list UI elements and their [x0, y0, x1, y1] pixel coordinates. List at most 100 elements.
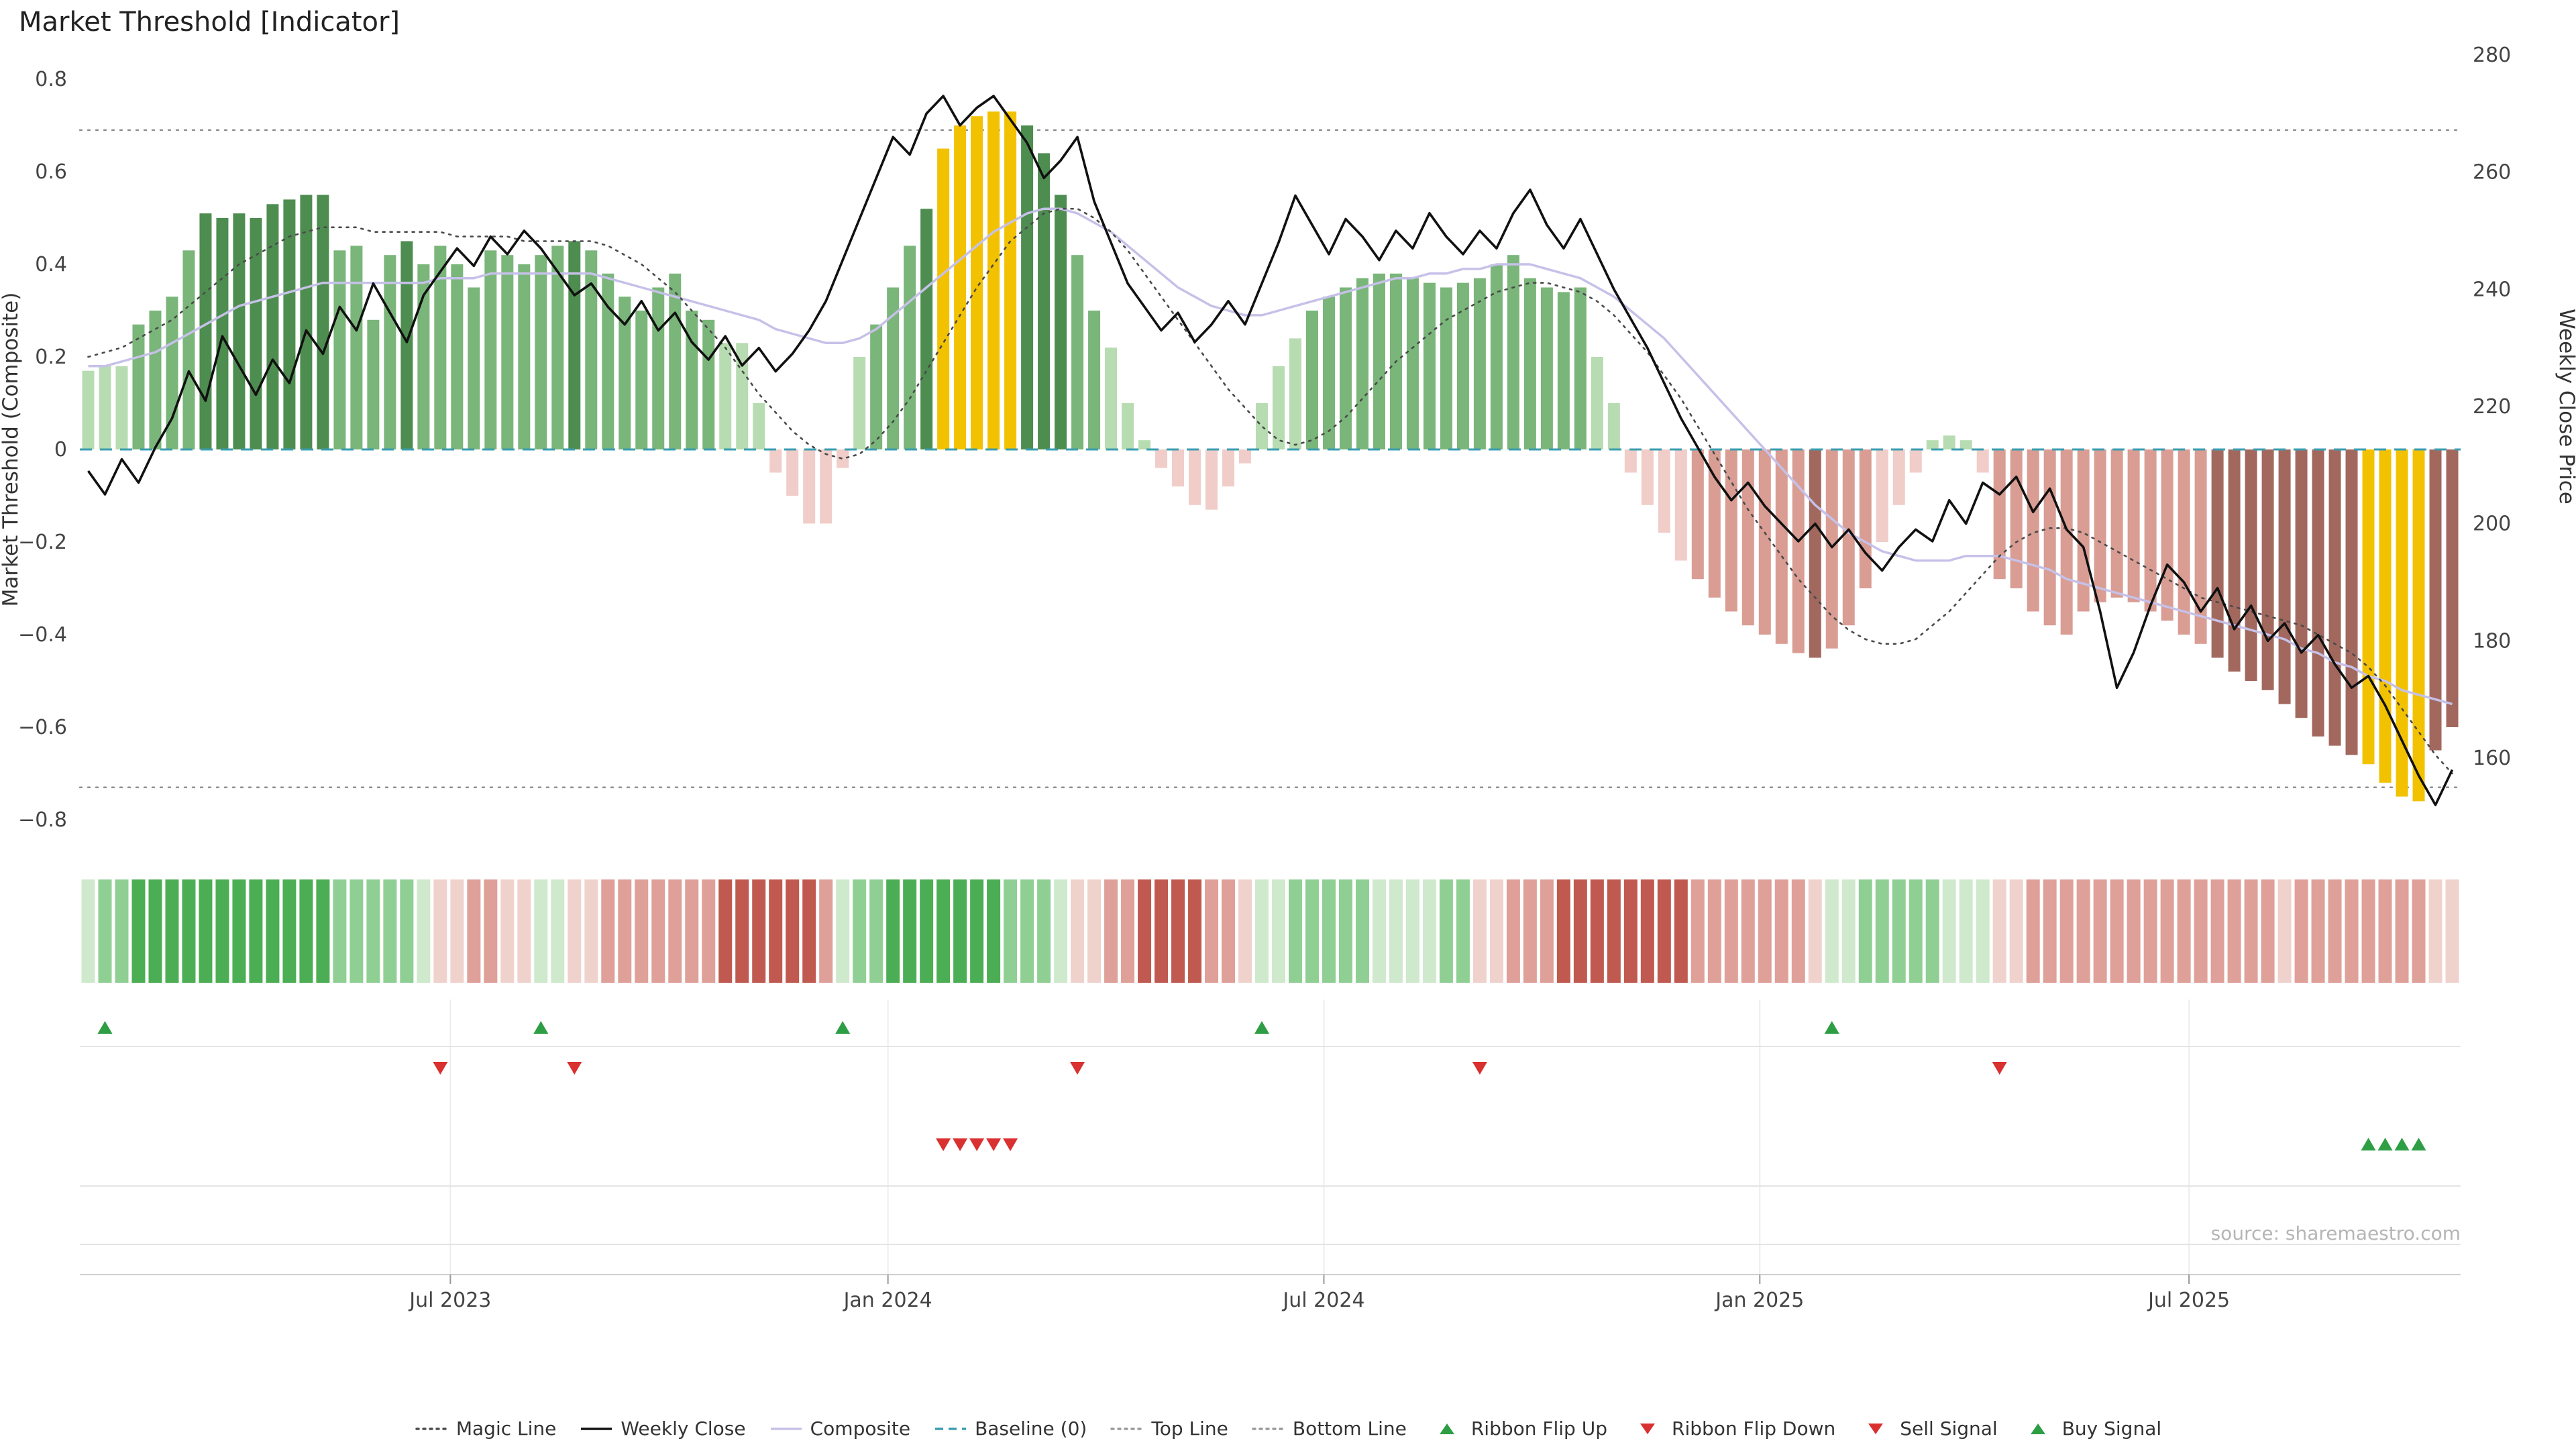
- legend-item-composite[interactable]: Composite: [769, 1417, 910, 1440]
- ribbon-cell: [1523, 879, 1537, 983]
- threshold-bar: [1172, 449, 1185, 487]
- legend-item-bottom-line[interactable]: Bottom Line: [1251, 1417, 1407, 1440]
- ribbon-cell: [2345, 879, 2359, 983]
- threshold-bar: [1289, 338, 1301, 449]
- threshold-bar: [82, 370, 95, 449]
- threshold-bar: [904, 246, 916, 449]
- ribbon-cell: [2328, 879, 2342, 983]
- ribbon-cell: [1338, 879, 1352, 983]
- ribbon-cell: [148, 879, 162, 983]
- ribbon-cell: [1355, 879, 1369, 983]
- threshold-bar: [1122, 403, 1134, 449]
- threshold-bar: [2412, 449, 2425, 802]
- threshold-bar: [669, 273, 682, 449]
- threshold-bar: [1456, 282, 1469, 449]
- ribbon-cell: [853, 879, 867, 983]
- ribbon-cell: [115, 879, 129, 983]
- ribbon-cell: [2311, 879, 2325, 983]
- threshold-bar: [1607, 403, 1620, 449]
- ribbon-cell: [2277, 879, 2292, 983]
- threshold-bar: [686, 311, 698, 449]
- threshold-bar: [1339, 287, 1352, 449]
- legend-item-baseline-0[interactable]: Baseline (0): [933, 1417, 1087, 1440]
- ribbon-cell: [433, 879, 447, 983]
- threshold-bar: [769, 449, 782, 473]
- threshold-bar: [417, 264, 430, 449]
- ribbon-cell: [635, 879, 649, 983]
- legend-item-sell-signal[interactable]: Sell Signal: [1858, 1417, 1998, 1440]
- threshold-bar: [1473, 278, 1486, 449]
- threshold-bar: [820, 449, 833, 524]
- legend-item-magic-line[interactable]: Magic Line: [415, 1417, 556, 1440]
- threshold-bar: [585, 250, 598, 449]
- left-axis-title: Market Threshold (Composite): [0, 292, 23, 607]
- threshold-bar: [1272, 366, 1285, 449]
- ribbon-cell: [1607, 879, 1621, 983]
- ribbon-cell: [1138, 879, 1152, 983]
- source-credit: source: sharemaestro.com: [2211, 1222, 2461, 1244]
- magic-line-legend-icon: [415, 1427, 449, 1430]
- threshold-bar: [2060, 449, 2073, 635]
- left-axis-tick: −0.6: [18, 716, 67, 739]
- threshold-bar: [803, 449, 816, 524]
- ribbon-cell: [970, 879, 984, 983]
- ribbon-cell: [1573, 879, 1587, 983]
- ribbon-cell: [1305, 879, 1319, 983]
- threshold-bar: [1658, 449, 1670, 533]
- ribbon-cell: [2177, 879, 2191, 983]
- threshold-bar: [1440, 287, 1452, 449]
- ribbon-cell: [1255, 879, 1269, 983]
- legend-item-ribbon-flip-up[interactable]: Ribbon Flip Up: [1430, 1417, 1607, 1440]
- ribbon-cell: [98, 879, 112, 983]
- threshold-bar: [1557, 292, 1570, 449]
- legend-item-ribbon-flip-down[interactable]: Ribbon Flip Down: [1630, 1417, 1835, 1440]
- weekly-close-line: [87, 95, 2454, 806]
- ribbon-cell: [568, 879, 582, 983]
- legend-item-top-line[interactable]: Top Line: [1110, 1417, 1228, 1440]
- ribbon-cell: [1104, 879, 1118, 983]
- ribbon-cell: [1288, 879, 1302, 983]
- ribbon-cell: [1205, 879, 1219, 983]
- threshold-bar: [1507, 255, 1519, 449]
- ribbon-cell: [1506, 879, 1520, 983]
- threshold-bar: [2027, 449, 2039, 612]
- ribbon-cell: [182, 879, 196, 983]
- legend-item-weekly-close[interactable]: Weekly Close: [579, 1417, 746, 1440]
- threshold-bar: [2396, 449, 2408, 797]
- ribbon-cell: [1657, 879, 1671, 983]
- ribbon-cell: [1741, 879, 1755, 983]
- right-axis-tick: 240: [2473, 278, 2511, 301]
- ribbon-cell: [2143, 879, 2157, 983]
- ribbon-cell: [1791, 879, 1805, 983]
- ribbon-cell: [769, 879, 783, 983]
- threshold-bar: [2043, 449, 2056, 626]
- x-axis-tick: Jan 2025: [1714, 1289, 1804, 1312]
- threshold-bar: [2245, 449, 2257, 681]
- threshold-bar: [786, 449, 799, 496]
- threshold-bar: [2278, 449, 2291, 704]
- threshold-bar: [2328, 449, 2341, 746]
- threshold-bar: [400, 241, 413, 449]
- ribbon-cell: [1121, 879, 1135, 983]
- ribbon-cell: [1724, 879, 1738, 983]
- threshold-bar: [1909, 449, 1922, 473]
- ribbon-cell: [1674, 879, 1688, 983]
- buy-signal-marker: [2377, 1138, 2393, 1150]
- threshold-bar: [132, 324, 145, 449]
- threshold-bar: [1976, 449, 1989, 473]
- threshold-bar: [1674, 449, 1687, 561]
- baseline-0-legend-icon: [935, 1427, 967, 1430]
- ribbon-cell: [383, 879, 397, 983]
- magic-line: [87, 207, 2453, 775]
- threshold-bar: [837, 449, 849, 468]
- threshold-bar: [551, 246, 564, 449]
- ribbon-cell: [1004, 879, 1018, 983]
- buy-signal-marker: [2361, 1138, 2376, 1150]
- ribbon-cell: [249, 879, 263, 983]
- threshold-bar: [1105, 347, 1118, 449]
- ribbon-cell: [2244, 879, 2258, 983]
- ribbon-cell: [869, 879, 883, 983]
- legend-item-buy-signal[interactable]: Buy Signal: [2021, 1417, 2161, 1440]
- threshold-bar: [2362, 449, 2375, 765]
- threshold-bar: [1691, 449, 1704, 580]
